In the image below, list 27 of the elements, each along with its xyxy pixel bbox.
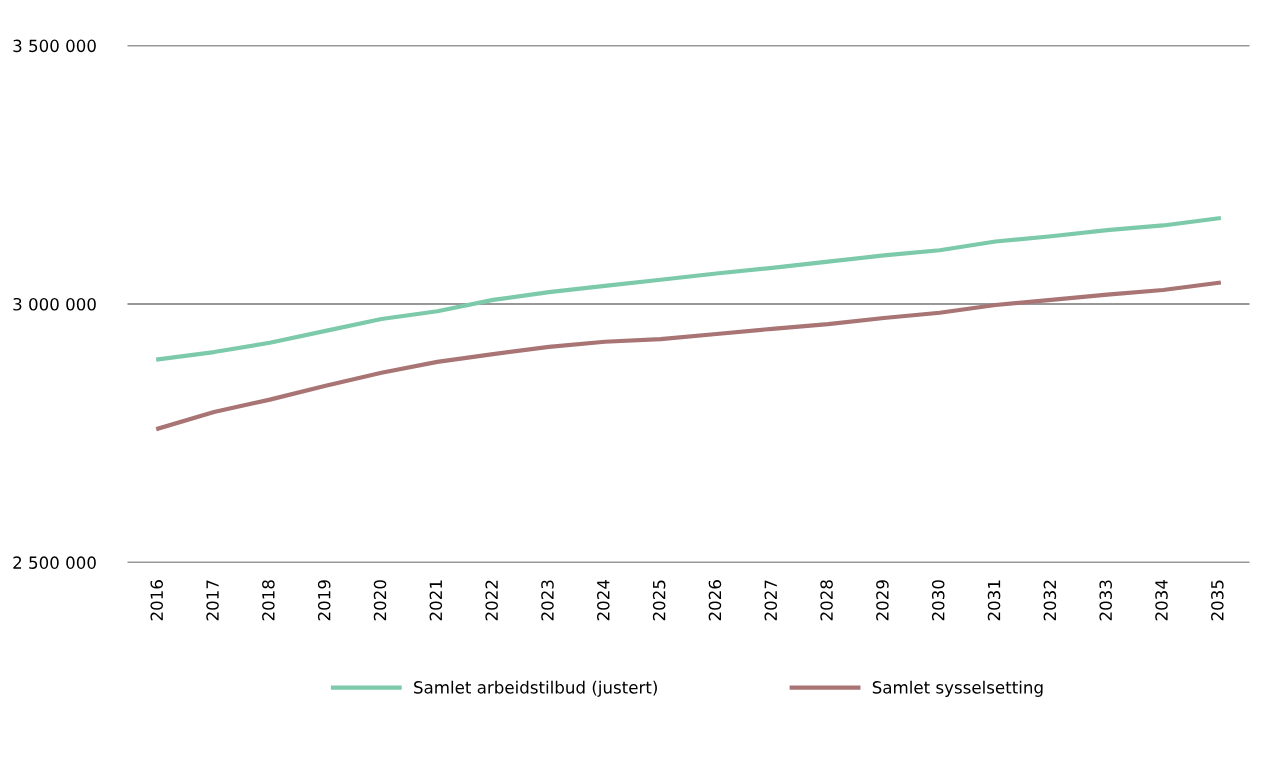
x-tick-label: 2025	[652, 580, 666, 621]
x-tick-label: 2029	[876, 580, 889, 621]
x-tick-label: 2021	[429, 580, 443, 621]
x-tick-label: 2017	[206, 580, 219, 621]
x-tick-label: 2026	[708, 580, 722, 621]
x-tick-label: 2023	[541, 580, 554, 621]
x-tick-label: 2034	[1155, 580, 1168, 621]
x-tick-label: 2018	[262, 580, 275, 621]
y-tick-label: 2 500 000	[13, 556, 96, 569]
y-tick-label: 3 500 000	[13, 39, 96, 53]
y-tick-label: 3 000 000	[13, 297, 96, 311]
x-tick-label: 2031	[987, 580, 1001, 621]
x-tick-label: 2016	[150, 580, 164, 621]
x-tick-label: 2032	[1043, 580, 1057, 621]
x-tick-label: 2027	[764, 580, 778, 621]
legend-label: Samlet sysselsetting	[872, 680, 1043, 697]
line-series	[156, 216, 1221, 362]
legend-label: Samlet arbeidstilbud (justert)	[414, 680, 657, 697]
x-tick-label: 2019	[317, 580, 331, 621]
x-tick-label: 2033	[1099, 580, 1112, 621]
x-tick-label: 2035	[1211, 580, 1224, 621]
x-tick-label: 2028	[820, 580, 833, 621]
x-tick-label: 2020	[373, 580, 387, 621]
x-tick-label: 2022	[485, 580, 498, 621]
x-tick-label: 2024	[597, 580, 610, 621]
x-tick-label: 2030	[931, 580, 945, 621]
line-series	[156, 280, 1221, 431]
